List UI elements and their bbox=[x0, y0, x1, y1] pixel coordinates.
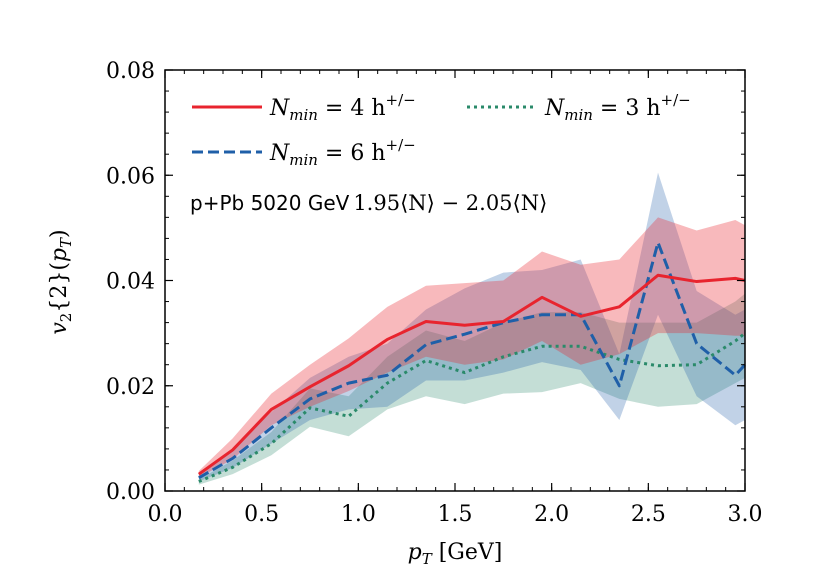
line-series-1 bbox=[198, 331, 746, 483]
legend-label-nmin3: Nmin = 3 h+/− bbox=[544, 91, 691, 124]
x-tick-labels: 0.0 0.5 1.0 1.5 2.0 2.5 3.0 bbox=[148, 502, 763, 527]
x-axis-label: pT [GeV] bbox=[408, 540, 503, 568]
band-series-2 bbox=[198, 172, 746, 482]
uncertainty-bands bbox=[198, 172, 746, 485]
y-tick-label: 0.04 bbox=[106, 270, 155, 295]
series-lines bbox=[197, 241, 747, 483]
x-tick-label: 0.0 bbox=[148, 502, 183, 527]
legend-entry-nmin6: Nmin = 6 h+/− bbox=[192, 136, 416, 169]
y-axis-label: v2{2}(pT) bbox=[47, 229, 75, 334]
y-tick-label: 0.06 bbox=[106, 164, 155, 189]
legend-entry-nmin3: Nmin = 3 h+/− bbox=[467, 91, 691, 124]
legend-label-nmin4: Nmin = 4 h+/− bbox=[269, 91, 416, 124]
legend: Nmin = 4 h+/− Nmin = 3 h+/− Nmin = 6 h+/… bbox=[192, 91, 691, 169]
y-tick-label: 0.02 bbox=[106, 375, 155, 400]
annotation: p+Pb 5020 GeV 1.95⟨N⟩ − 2.05⟨N⟩ bbox=[190, 191, 547, 215]
y-tick-label: 0.00 bbox=[106, 480, 155, 505]
line-series-2 bbox=[198, 241, 747, 480]
annotation-system: p+Pb 5020 GeV bbox=[190, 191, 350, 215]
x-tick-label: 1.5 bbox=[438, 502, 473, 527]
legend-label-nmin6: Nmin = 6 h+/− bbox=[269, 136, 416, 169]
x-tick-label: 2.0 bbox=[534, 502, 569, 527]
plot-frame bbox=[164, 69, 746, 492]
x-tick-label: 0.5 bbox=[244, 502, 279, 527]
y-tick-labels: 0.00 0.02 0.04 0.06 0.08 bbox=[106, 59, 155, 505]
x-tick-label: 3.0 bbox=[728, 502, 763, 527]
line-series-0 bbox=[197, 273, 746, 476]
annotation-range: 1.95⟨N⟩ − 2.05⟨N⟩ bbox=[353, 191, 547, 215]
band-series-0 bbox=[198, 217, 746, 478]
y-tick-label: 0.08 bbox=[106, 59, 155, 84]
x-tick-label: 2.5 bbox=[631, 502, 666, 527]
x-tick-label: 1.0 bbox=[341, 502, 376, 527]
band-series-1 bbox=[198, 293, 746, 485]
legend-entry-nmin4: Nmin = 4 h+/− bbox=[192, 91, 416, 124]
